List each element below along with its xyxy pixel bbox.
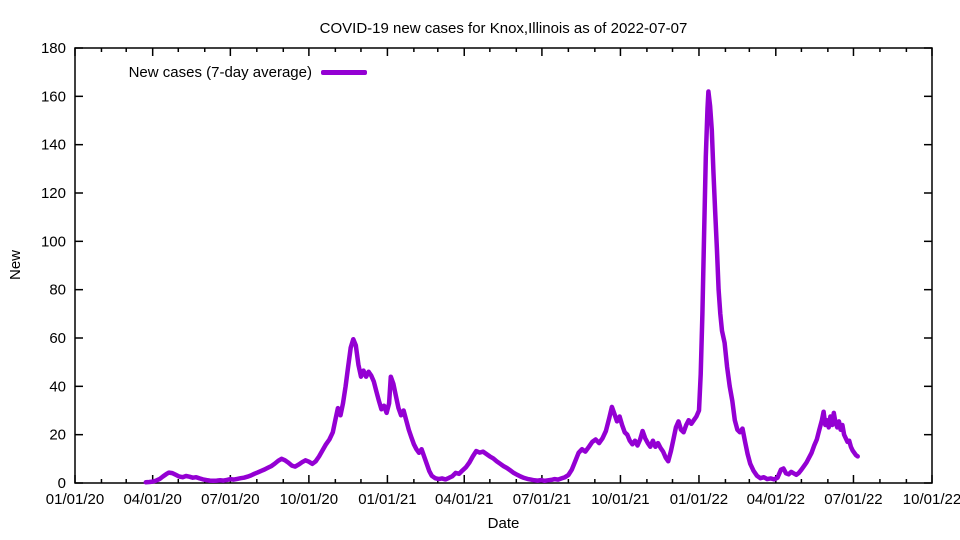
- x-tick-label: 04/01/21: [435, 491, 493, 508]
- x-tick-label: 10/01/20: [280, 491, 338, 508]
- y-tick-label: 180: [41, 40, 66, 57]
- x-tick-label: 07/01/20: [201, 491, 259, 508]
- y-tick-label: 100: [41, 233, 66, 250]
- cases-line: [143, 89, 860, 485]
- legend: New cases (7-day average): [90, 63, 367, 81]
- y-tick-label: 20: [49, 427, 66, 444]
- y-tick-label: 160: [41, 88, 66, 105]
- x-tick-label: 07/01/22: [824, 491, 882, 508]
- x-tick-label: 01/01/21: [358, 491, 416, 508]
- y-tick-label: 60: [49, 330, 66, 347]
- x-tick-label: 04/01/20: [123, 491, 181, 508]
- x-tick-label: 07/01/21: [513, 491, 571, 508]
- y-tick-label: 120: [41, 185, 66, 202]
- chart-title: COVID-19 new cases for Knox,Illinois as …: [319, 20, 688, 37]
- y-tick-label: 80: [49, 282, 66, 299]
- x-tick-label: 10/01/21: [591, 491, 649, 508]
- x-tick-label: 04/01/22: [747, 491, 805, 508]
- x-tick-label: 01/01/20: [46, 491, 104, 508]
- y-tick-label: 40: [49, 378, 66, 395]
- x-tick-label: 10/01/22: [903, 491, 960, 508]
- x-axis-title: Date: [487, 515, 520, 532]
- x-tick-label: 01/01/22: [670, 491, 728, 508]
- y-tick-label: 0: [58, 475, 66, 492]
- legend-line-swatch: [321, 69, 367, 75]
- y-tick-label: 140: [41, 137, 66, 154]
- legend-entry-label: New cases (7-day average): [128, 63, 312, 81]
- plot-border: [74, 47, 933, 484]
